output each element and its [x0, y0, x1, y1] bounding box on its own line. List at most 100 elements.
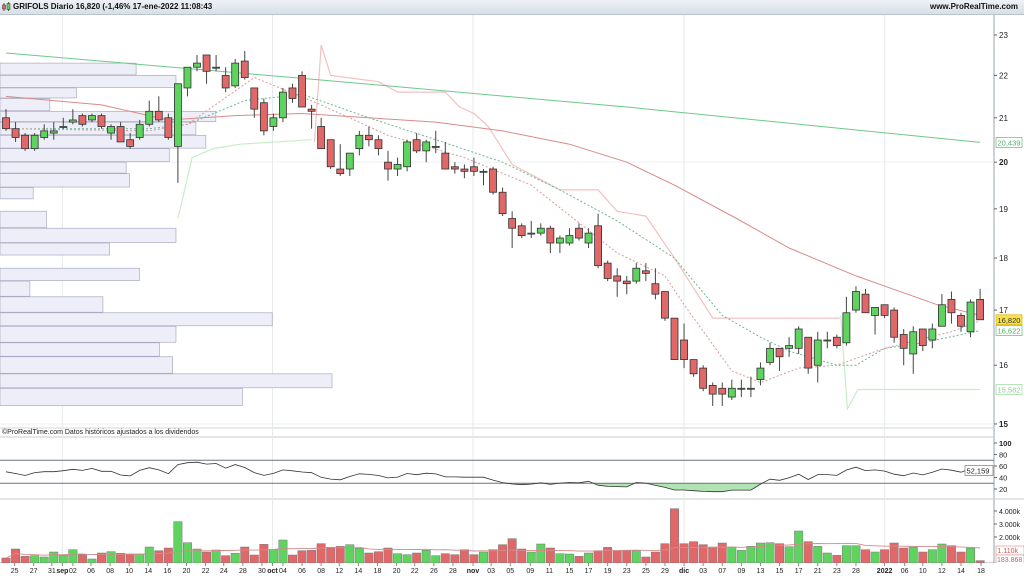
volume-bar-up — [144, 546, 154, 564]
volume-profile-bar — [0, 210, 47, 229]
rsi-oversold-fill — [6, 483, 981, 492]
volume-bar-up — [30, 555, 40, 564]
volume-bar-down — [947, 545, 956, 564]
volume-panel[interactable]: 4.000k 3.000k 2.000k 1.110k 183.868 — [1, 508, 1024, 565]
candle-up — [852, 291, 860, 311]
volume-bar-up — [106, 551, 116, 564]
date-label: 08 — [106, 568, 114, 575]
date-label: 17 — [795, 568, 803, 575]
date-label: 15 — [776, 568, 784, 575]
date-label: 27 — [30, 568, 38, 575]
volume-bar-down — [612, 550, 622, 564]
volume-bar-down — [297, 550, 307, 564]
candles — [2, 50, 984, 406]
candle-up — [909, 331, 918, 355]
volume-bar-down — [440, 553, 450, 564]
volume-bar-down — [679, 543, 689, 564]
candle-down — [240, 60, 249, 78]
candle-down — [78, 115, 87, 125]
rsi-line — [5, 461, 981, 493]
rsi-value-label: 52,159 — [967, 467, 990, 476]
volume-bar-up — [870, 551, 880, 564]
stop-long-line — [840, 315, 981, 411]
volume-bar-up — [794, 530, 804, 564]
volume-profile-bar — [0, 312, 273, 327]
price-label: 16,820 — [998, 316, 1021, 325]
date-label: 29 — [661, 568, 669, 575]
volume-bar-up — [841, 545, 851, 564]
candle-up — [30, 134, 39, 150]
volume-bar-down — [641, 556, 651, 564]
candle-down — [384, 161, 392, 170]
price-axis[interactable]: 23 22 21 20 19 18 17 16 15 20,439 16,820 16,622 15,5… — [994, 31, 1023, 429]
volume-bar-up — [354, 548, 364, 564]
volume-bar-up — [393, 553, 403, 564]
date-label: 31 — [48, 568, 56, 575]
volume-bar-down — [374, 551, 383, 564]
candle-up — [107, 126, 115, 134]
candle-up — [279, 91, 287, 119]
candle-down — [641, 270, 650, 274]
price-tick-label: 17 — [999, 306, 1008, 315]
volume-bar-down — [116, 553, 126, 564]
volume-bar-up — [183, 542, 192, 564]
price-tick-label: 21 — [999, 114, 1008, 123]
chart-header: GRIFOLS Diario 16,820 (-1,46% 17-ene-202… — [0, 0, 1024, 15]
volume-profile-bar — [0, 387, 243, 406]
date-label: 28 — [239, 568, 247, 575]
volume-bar-down — [221, 555, 231, 564]
candle-down — [832, 336, 841, 346]
volume-bar-down — [259, 544, 269, 564]
candle-down — [890, 309, 899, 338]
price-tick-label: 19 — [999, 205, 1008, 214]
date-label: 12 — [938, 568, 946, 575]
candle-up — [193, 62, 201, 68]
volume-bar-down — [11, 548, 20, 564]
candle-down — [680, 339, 688, 360]
date-axis[interactable]: 25 27 31 sep 02 06 08 10 14 16 20 22 24 28 30 oct 04 06 08… — [0, 563, 1024, 576]
candle-up — [842, 312, 851, 344]
volume-profile-bar — [0, 161, 127, 174]
date-label: 09 — [737, 568, 745, 575]
candle-up — [527, 232, 536, 235]
volume-bar-up — [631, 550, 641, 564]
volume-bar-down — [517, 548, 527, 564]
rsi-panel[interactable]: 100 80 60 40 20 52,159 — [0, 439, 1012, 494]
volume-bar-up — [526, 551, 536, 564]
moving-average-long-line — [5, 52, 981, 143]
candlestick-logo-icon — [2, 2, 11, 11]
date-label: 10 — [919, 568, 927, 575]
volume-bar-down — [708, 546, 718, 564]
price-tick-label: 15 — [999, 420, 1008, 429]
volume-tick-label: 3.000k — [999, 522, 1021, 529]
candle-down — [651, 283, 660, 295]
candle-down — [250, 87, 259, 110]
volume-bar-up — [908, 546, 918, 564]
candle-down — [97, 115, 106, 127]
candle-down — [546, 227, 555, 244]
candle-up — [431, 145, 440, 148]
candle-up — [479, 170, 488, 173]
date-label: 06 — [298, 568, 306, 575]
candle-up — [173, 83, 182, 147]
volume-last-label: 183.868 — [997, 557, 1022, 564]
site-link[interactable]: www.ProRealTime.com — [929, 2, 1018, 11]
volume-bar-down — [469, 554, 479, 564]
candle-up — [231, 62, 240, 87]
candle-up — [727, 387, 736, 398]
volume-bar-up — [135, 553, 145, 564]
volume-bar-down — [307, 550, 317, 564]
date-label: 05 — [506, 568, 514, 575]
date-label: 18 — [977, 568, 985, 575]
volume-profile-bar — [0, 87, 77, 99]
candle-down — [775, 347, 784, 358]
date-label: 30 — [258, 568, 266, 575]
volume-bar-down — [1, 557, 11, 564]
volume-bar-up — [966, 547, 975, 564]
volume-bar-down — [717, 542, 727, 564]
volume-bar-down — [603, 547, 613, 564]
candle-up — [68, 119, 77, 123]
volume-bar-up — [536, 543, 546, 564]
candle-up — [766, 347, 774, 363]
